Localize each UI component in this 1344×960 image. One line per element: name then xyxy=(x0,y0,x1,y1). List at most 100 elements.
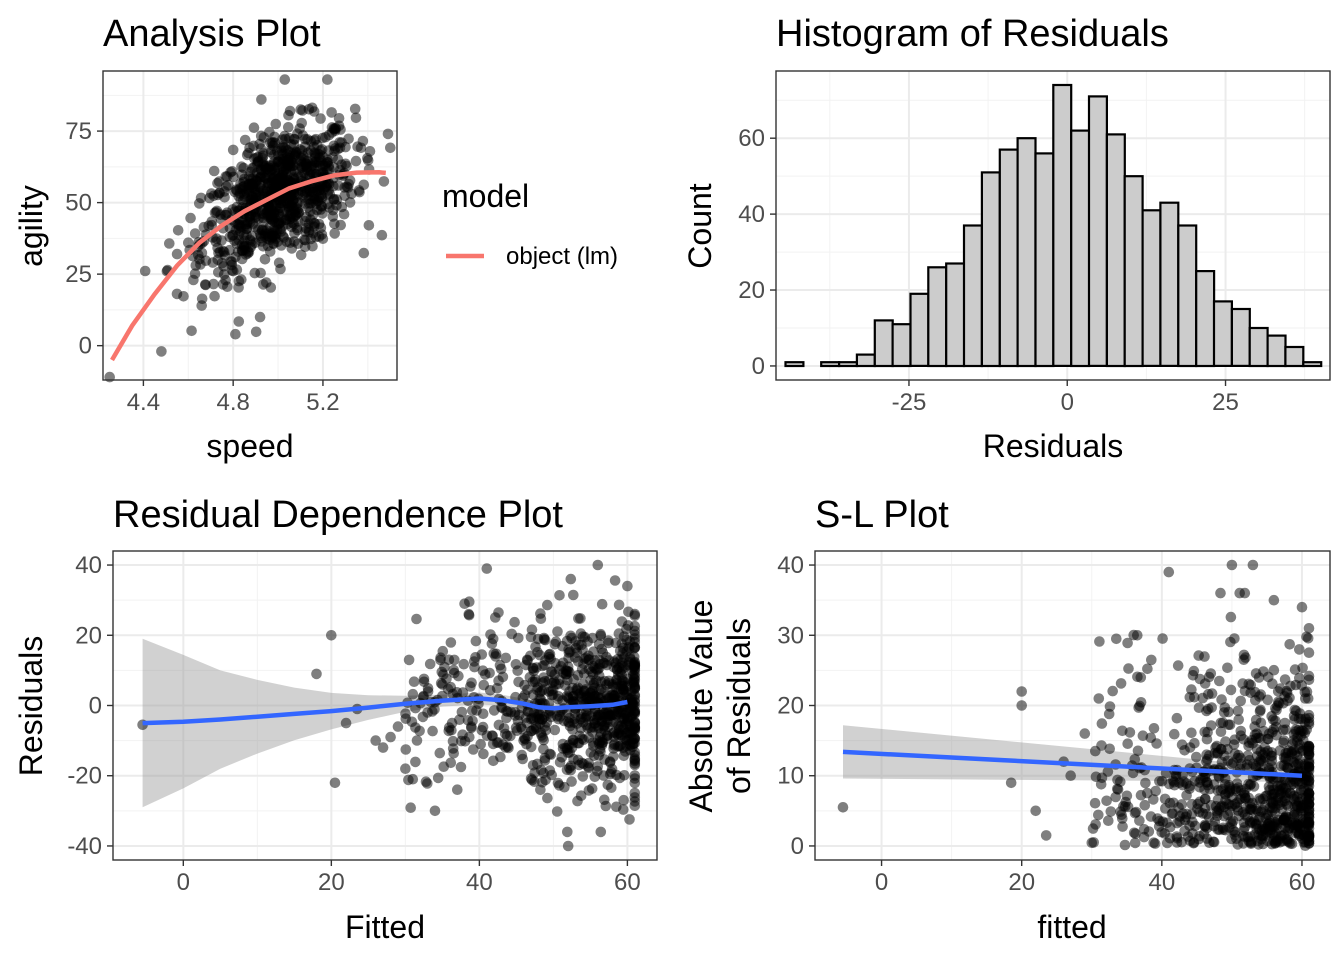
sl-plot-point xyxy=(1232,705,1244,717)
residual-dependence-point xyxy=(552,626,563,637)
panel-analysis-plot: Analysis Plot 4.4 4.8 5.2 0 25 50 75 speed agi… xyxy=(13,13,618,464)
sl-plot-point xyxy=(1090,745,1101,757)
histogram-bar xyxy=(1212,300,1233,367)
histogram-bar xyxy=(1034,152,1055,368)
residual-dependence-point xyxy=(410,722,421,733)
histogram-bar xyxy=(784,361,805,368)
residual-dependence-point xyxy=(481,563,493,574)
sl-plot-point xyxy=(1140,777,1151,789)
histogram-bar xyxy=(1070,129,1091,368)
analysis-point xyxy=(217,279,229,290)
histogram-bar xyxy=(1266,334,1287,368)
sl-plot-ytick-label: 30 xyxy=(777,622,804,649)
residual-dependence-point xyxy=(532,646,543,658)
residual-dependence-point xyxy=(420,776,432,787)
analysis-point xyxy=(385,142,396,154)
analysis-plot-border xyxy=(102,70,398,381)
residual-dependence-point xyxy=(400,744,412,755)
histogram-bar xyxy=(1284,345,1305,368)
sl-plot-point xyxy=(1065,770,1076,781)
sl-plot-point xyxy=(1257,830,1269,841)
analysis-point xyxy=(225,167,236,178)
residual-dependence-xtick-label: 40 xyxy=(466,869,493,896)
analysis-point xyxy=(212,242,223,254)
analysis-point xyxy=(277,230,289,242)
analysis-point xyxy=(171,248,183,260)
sl-plot-point xyxy=(1016,686,1027,697)
residual-dependence-point xyxy=(538,743,549,755)
sl-plot-ylabel-line: Absolute Value xyxy=(683,600,719,813)
residual-dependence-point xyxy=(527,662,539,674)
residual-dependence-point xyxy=(549,724,561,736)
sl-plot-point xyxy=(1093,693,1105,704)
residual-dependence-point xyxy=(618,750,630,762)
sl-plot-point xyxy=(1263,671,1274,683)
residual-dependence-point xyxy=(599,686,610,698)
sl-plot-point xyxy=(1148,837,1159,848)
sl-plot-point xyxy=(1123,663,1134,674)
residual-dependence-point xyxy=(407,773,419,785)
analysis-xtick-label: 4.4 xyxy=(127,389,160,416)
histogram-xlabel: Residuals xyxy=(983,428,1124,464)
residual-dependence-point xyxy=(603,675,615,687)
sl-plot-point xyxy=(1110,791,1121,803)
sl-plot-point xyxy=(1239,822,1250,833)
residual-dependence-point xyxy=(611,801,622,813)
sl-plot-point xyxy=(1104,743,1115,755)
analysis-point xyxy=(230,328,241,340)
analysis-point xyxy=(323,177,334,189)
analysis-point xyxy=(190,260,202,271)
sl-plot-point xyxy=(1135,697,1147,708)
sl-plot-point xyxy=(1274,799,1285,811)
histogram-bar xyxy=(927,266,948,368)
sl-plot-point xyxy=(1112,774,1123,786)
analysis-point xyxy=(350,155,362,167)
sl-plot-point xyxy=(1293,788,1305,799)
analysis-point xyxy=(284,105,296,117)
residual-dependence-point xyxy=(552,777,564,789)
sl-plot-point xyxy=(1184,742,1196,753)
sl-plot-point xyxy=(1181,808,1193,820)
sl-plot-ylabel: Absolute Valueof Residuals xyxy=(683,600,757,813)
analysis-point xyxy=(300,198,311,209)
residual-dependence-point xyxy=(370,735,382,746)
analysis-point xyxy=(333,113,345,124)
sl-plot-point xyxy=(1203,671,1215,683)
series-object-lm-line xyxy=(110,170,386,362)
sl-plot-xtick-label: 20 xyxy=(1008,869,1035,896)
residual-dependence-point xyxy=(459,598,470,609)
analysis-point xyxy=(346,188,357,200)
residual-dependence-point xyxy=(478,679,490,691)
sl-plot-point xyxy=(1291,759,1302,770)
sl-plot-point xyxy=(1212,807,1223,818)
residual-dependence-point xyxy=(510,722,522,733)
sl-plot-point xyxy=(1217,824,1229,835)
sl-plot-point xyxy=(1129,807,1141,819)
sl-plot-point xyxy=(1143,826,1155,837)
residual-dependence-point xyxy=(480,669,491,680)
analysis-point xyxy=(315,113,326,124)
analysis-point xyxy=(271,175,282,186)
sl-plot-point xyxy=(1253,672,1265,683)
analysis-point xyxy=(188,274,199,286)
sl-plot-point xyxy=(1191,751,1202,763)
residual-dependence-point xyxy=(567,724,578,735)
analysis-point xyxy=(299,133,311,145)
sl-plot-point xyxy=(1111,633,1122,645)
sl-plot-point xyxy=(1303,817,1315,828)
residual-dependence-point xyxy=(618,794,629,806)
residual-dependence-point xyxy=(490,612,501,623)
residual-dependence-point xyxy=(513,676,524,688)
residual-dependence-point xyxy=(566,776,577,787)
sl-plot-point xyxy=(1303,623,1315,634)
sl-plot-point xyxy=(1239,587,1251,599)
residual-dependence-point xyxy=(609,575,621,586)
residual-dependence-point xyxy=(622,580,633,592)
sl-plot-point xyxy=(1295,726,1306,737)
residual-dependence-point xyxy=(503,742,514,754)
histogram-ytick-label: 60 xyxy=(738,125,765,152)
analysis-point xyxy=(281,160,293,171)
sl-plot-point xyxy=(1285,788,1296,799)
legend-title: model xyxy=(442,178,529,214)
sl-plot-point xyxy=(1142,663,1153,675)
